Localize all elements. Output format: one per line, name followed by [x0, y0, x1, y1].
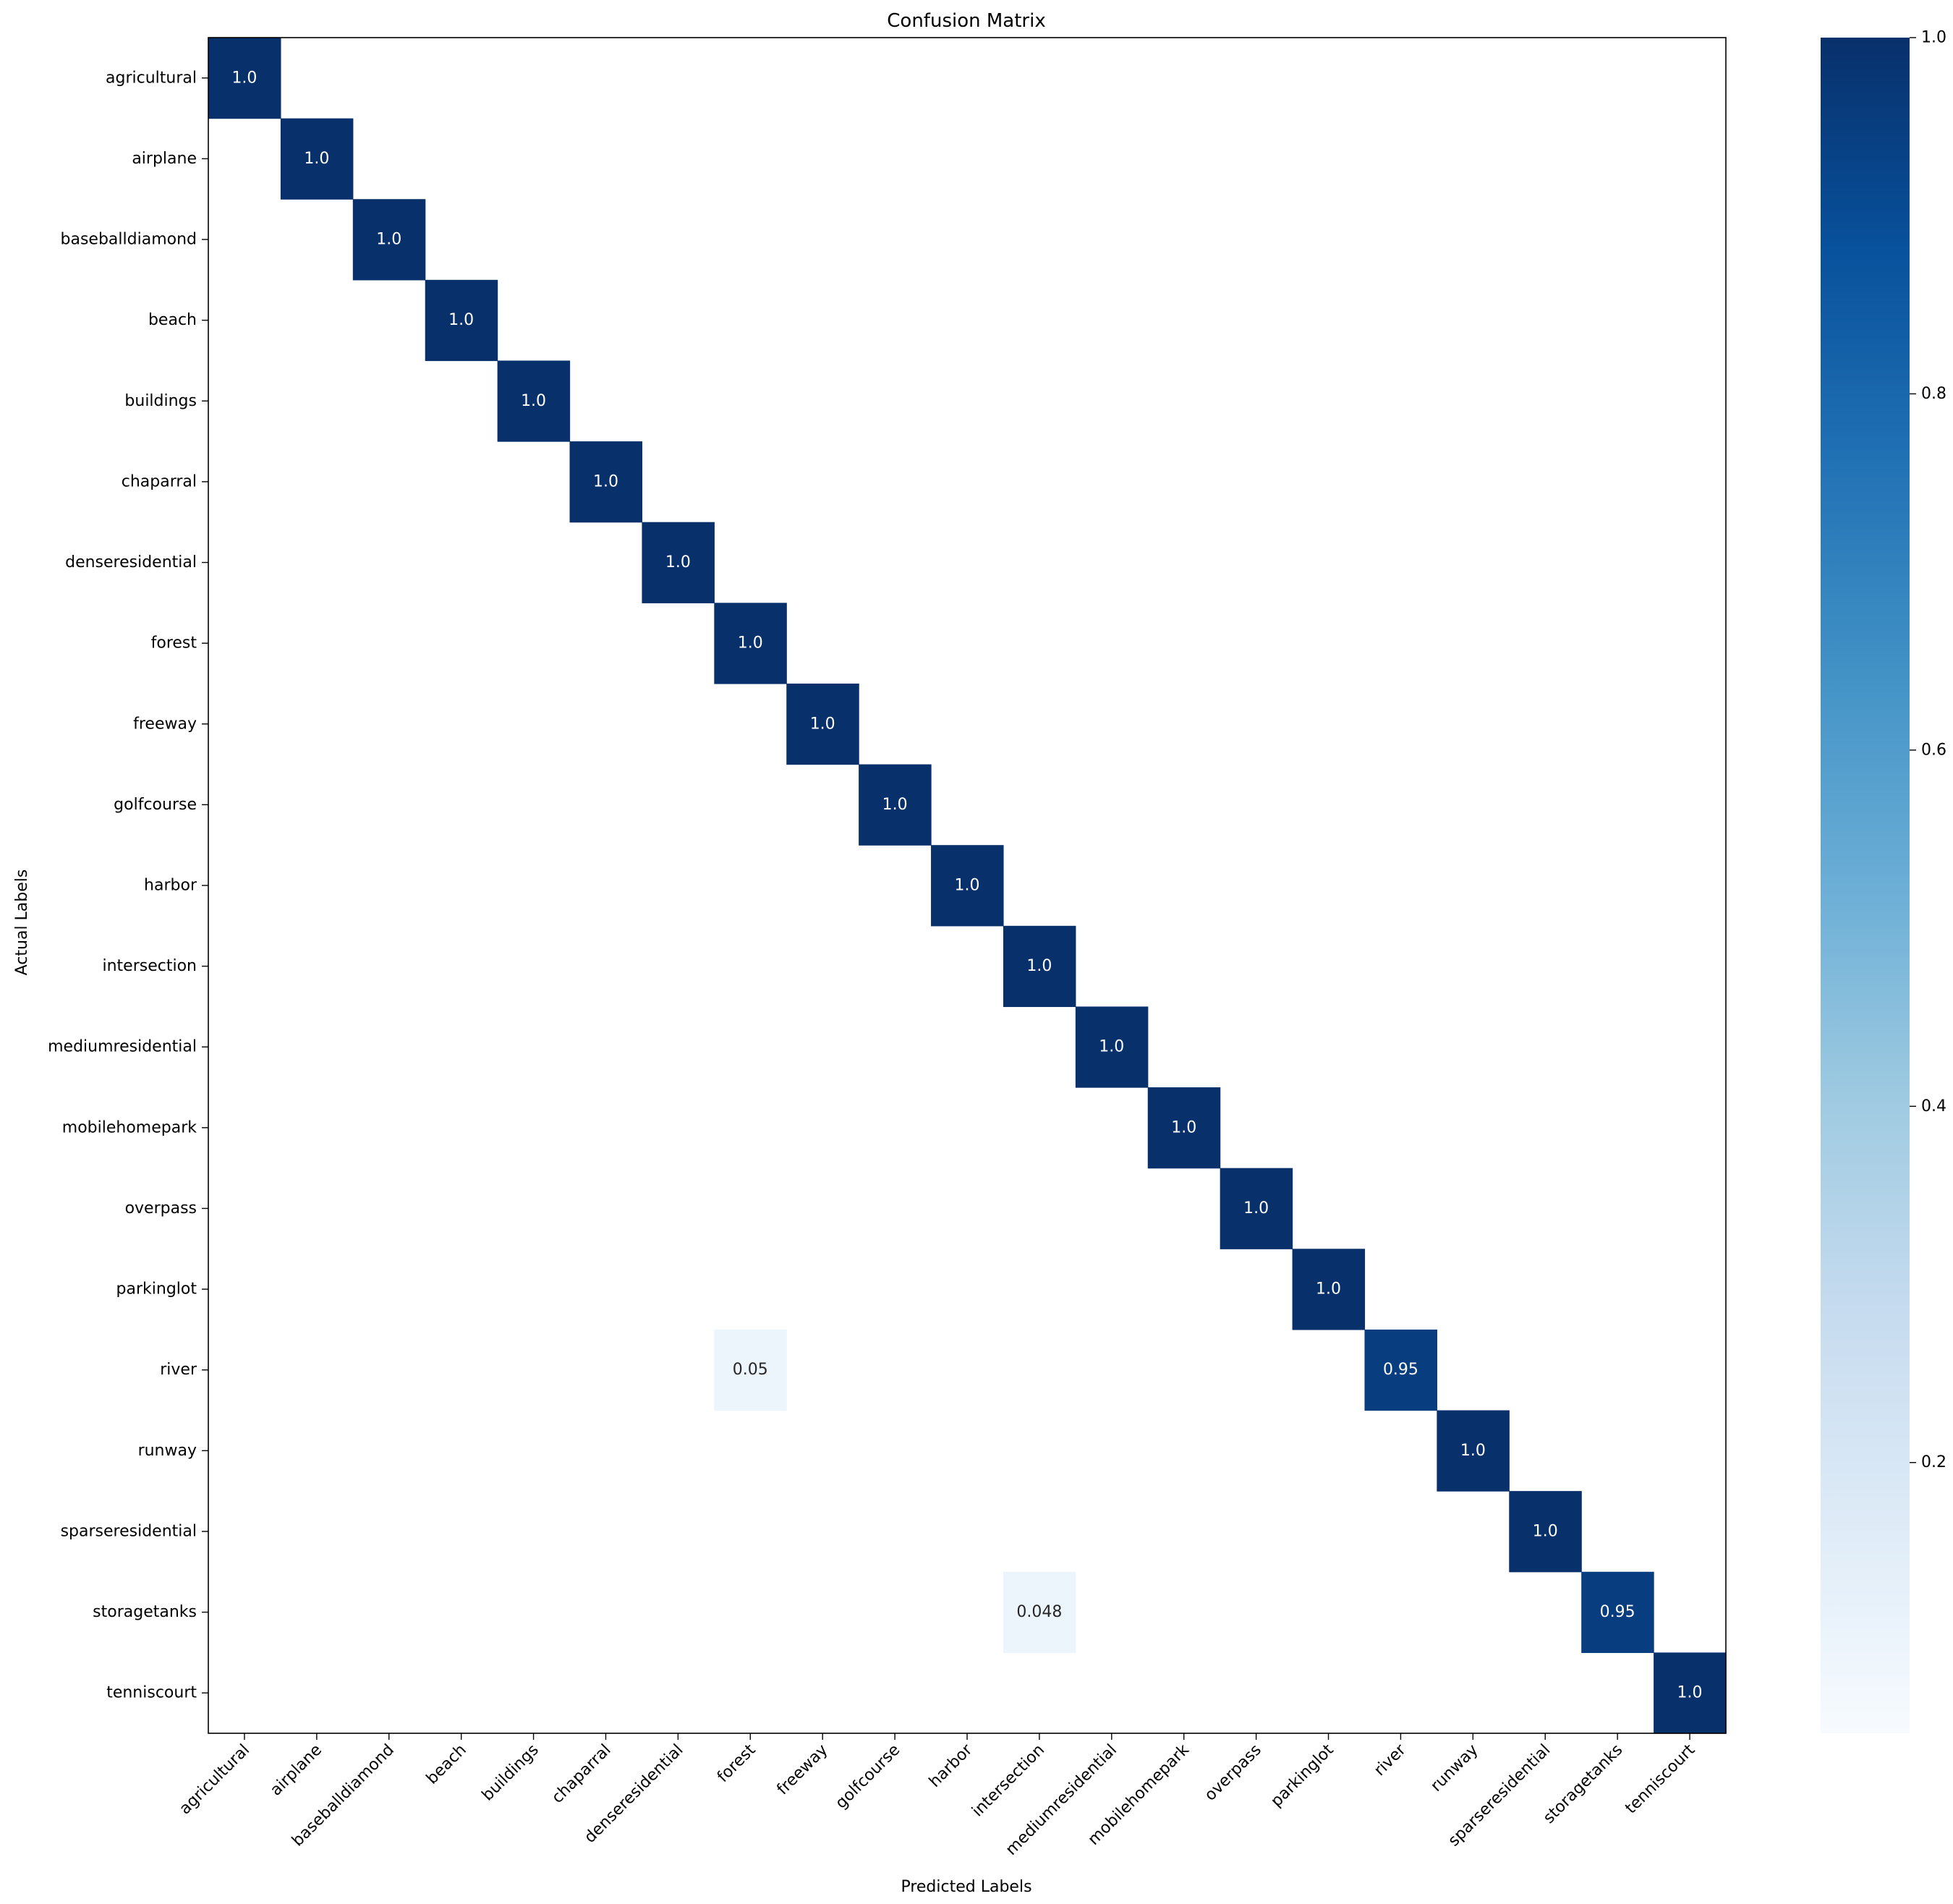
y-tick-label: intersection — [103, 957, 197, 975]
heatmap-cell — [1654, 1652, 1727, 1734]
heatmap-cell — [1437, 1410, 1510, 1492]
cell-value-label: 0.95 — [1383, 1361, 1418, 1379]
heatmap-cell — [931, 845, 1004, 927]
heatmap-cell — [352, 199, 426, 281]
cell-value-label: 0.05 — [733, 1361, 768, 1379]
y-tick-label: tenniscourt — [106, 1684, 197, 1702]
heatmap-cell — [1075, 1006, 1149, 1088]
y-tick-label: golfcourse — [114, 796, 197, 814]
y-tick-label: mobilehomepark — [62, 1118, 197, 1136]
y-tick-label: baseballdiamond — [61, 231, 197, 249]
colorbar-tick-label: 0.6 — [1921, 741, 1946, 759]
cell-value-label: 1.0 — [882, 796, 908, 814]
cell-value-label: 1.0 — [1026, 957, 1052, 975]
y-tick-label: mediumresidential — [48, 1038, 197, 1056]
heatmap-cell-labels: 1.0 1.0 1.0 1.0 1.0 1.0 1.0 1.0 1.0 1.0 1.0 1.0 1.0 1… — [231, 69, 1702, 1701]
cell-value-label: 1.0 — [738, 634, 763, 653]
y-tick-label: river — [160, 1361, 197, 1379]
y-axis-label: Actual Labels — [13, 870, 31, 976]
cell-value-label: 1.0 — [593, 472, 618, 490]
y-tick-label: freeway — [133, 715, 197, 733]
cell-value-label: 1.0 — [376, 231, 401, 249]
cell-value-label: 1.0 — [448, 311, 474, 329]
y-tick-label: agricultural — [106, 69, 197, 87]
y-tick-label: parkinglot — [116, 1280, 197, 1299]
heatmap-cells — [208, 38, 1727, 1734]
x-axis-label: Predicted Labels — [901, 1878, 1031, 1896]
colorbar-tick-label: 0.8 — [1921, 385, 1946, 403]
cell-value-label: 1.0 — [1316, 1280, 1341, 1299]
cell-value-label: 1.0 — [1460, 1442, 1486, 1460]
y-tick-label: runway — [138, 1442, 197, 1460]
heatmap-cell — [1364, 1329, 1437, 1411]
heatmap-cell — [1292, 1249, 1366, 1330]
heatmap-cell — [280, 118, 354, 200]
cell-value-label: 1.0 — [955, 877, 980, 895]
colorbar — [1821, 38, 1910, 1733]
heatmap-cell — [1581, 1571, 1654, 1653]
y-tick-label: sparseresidential — [61, 1522, 197, 1540]
heatmap-cell — [497, 360, 571, 442]
cell-value-label: 1.0 — [304, 150, 329, 168]
chart-title: Confusion Matrix — [887, 10, 1045, 32]
cell-value-label: 1.0 — [810, 715, 835, 733]
heatmap-cell — [1147, 1087, 1221, 1169]
colorbar-tick-label: 1.0 — [1921, 29, 1946, 47]
heatmap-cell — [714, 603, 787, 684]
cell-value-label: 0.95 — [1600, 1603, 1635, 1621]
cell-value-label: 1.0 — [1243, 1199, 1269, 1217]
cell-value-label: 1.0 — [1099, 1038, 1124, 1056]
y-tick-label: denseresidential — [65, 553, 197, 571]
y-tick-label: beach — [148, 311, 197, 329]
y-tick-label: airplane — [132, 150, 197, 168]
heatmap-cell — [208, 38, 281, 119]
heatmap-cell — [1003, 1571, 1076, 1653]
heatmap-cell — [859, 764, 932, 846]
heatmap-cell — [714, 1329, 787, 1411]
colorbar-tick-label: 0.4 — [1921, 1097, 1946, 1115]
heatmap-cell — [642, 522, 715, 603]
heatmap-cell — [569, 441, 643, 523]
cell-value-label: 1.0 — [1533, 1522, 1558, 1540]
y-tick-label: overpass — [125, 1199, 197, 1217]
heatmap-cell — [786, 683, 859, 765]
heatmap-cell — [1220, 1168, 1293, 1249]
y-tick-label: forest — [151, 634, 197, 653]
cell-value-label: 1.0 — [231, 69, 257, 87]
y-tick-label: buildings — [124, 392, 197, 410]
cell-value-label: 1.0 — [665, 553, 691, 571]
heatmap-cell — [1003, 925, 1076, 1008]
cell-value-label: 1.0 — [521, 392, 546, 410]
colorbar-axis: 0.2 0.4 0.6 0.8 1.0 — [1910, 29, 1946, 1471]
heatmap-cell — [425, 279, 498, 362]
y-tick-label: chaparral — [122, 472, 197, 490]
y-tick-label: storagetanks — [93, 1603, 197, 1621]
y-tick-label: harbor — [144, 877, 197, 895]
cell-value-label: 1.0 — [1171, 1118, 1196, 1136]
cell-value-label: 0.048 — [1016, 1603, 1062, 1621]
cell-value-label: 1.0 — [1677, 1684, 1703, 1702]
heatmap-cell — [1509, 1491, 1582, 1573]
y-axis: agricultural airplane baseballdiamond beach… — [48, 69, 208, 1702]
colorbar-tick-label: 0.2 — [1921, 1453, 1946, 1471]
